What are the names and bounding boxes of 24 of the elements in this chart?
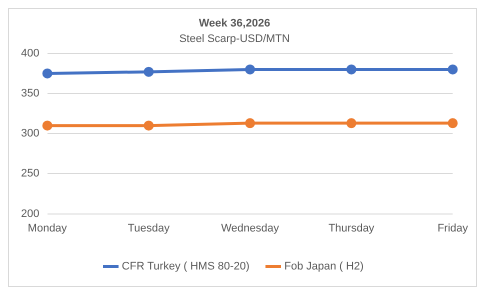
y-tick-label: 400 bbox=[20, 47, 40, 60]
legend-label: Fob Japan ( H2) bbox=[284, 260, 364, 273]
point bbox=[144, 120, 154, 131]
point bbox=[448, 118, 458, 128]
y-tick-label: 300 bbox=[20, 128, 40, 140]
x-tick-label: Monday bbox=[28, 222, 68, 234]
point bbox=[346, 64, 356, 74]
point bbox=[448, 64, 458, 74]
x-tick-label: Friday bbox=[437, 222, 468, 234]
x-tick-label: Tuesday bbox=[128, 222, 170, 234]
y-tick-label: 350 bbox=[20, 88, 40, 100]
chart-subtitle: Steel Scarp-USD/MTN bbox=[179, 32, 290, 45]
y-tick-label: 250 bbox=[20, 168, 40, 180]
legend-label: CFR Turkey ( HMS 80-20) bbox=[122, 260, 250, 273]
point bbox=[346, 118, 356, 128]
point bbox=[245, 118, 256, 128]
point bbox=[144, 66, 154, 77]
x-tick-label: Wednesday bbox=[221, 222, 280, 234]
x-tick-label: Thursday bbox=[328, 222, 375, 234]
point bbox=[42, 68, 52, 78]
y-tick-label: 200 bbox=[20, 208, 40, 220]
point bbox=[245, 64, 256, 74]
point bbox=[42, 120, 52, 131]
chart-title: Week 36,2026 bbox=[198, 18, 270, 30]
